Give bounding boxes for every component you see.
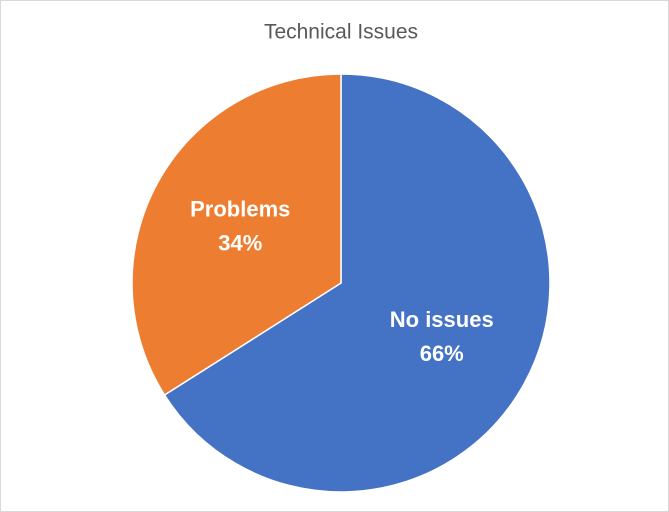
slice-value-label: 34% <box>218 230 262 255</box>
slice-category-label: No issues <box>390 307 494 332</box>
chart-title: Technical Issues <box>264 21 418 44</box>
pie-slice <box>163 73 551 493</box>
slice-category-label: Problems <box>190 196 290 221</box>
pie-slice <box>131 73 342 397</box>
slice-value-label: 66% <box>420 341 464 366</box>
